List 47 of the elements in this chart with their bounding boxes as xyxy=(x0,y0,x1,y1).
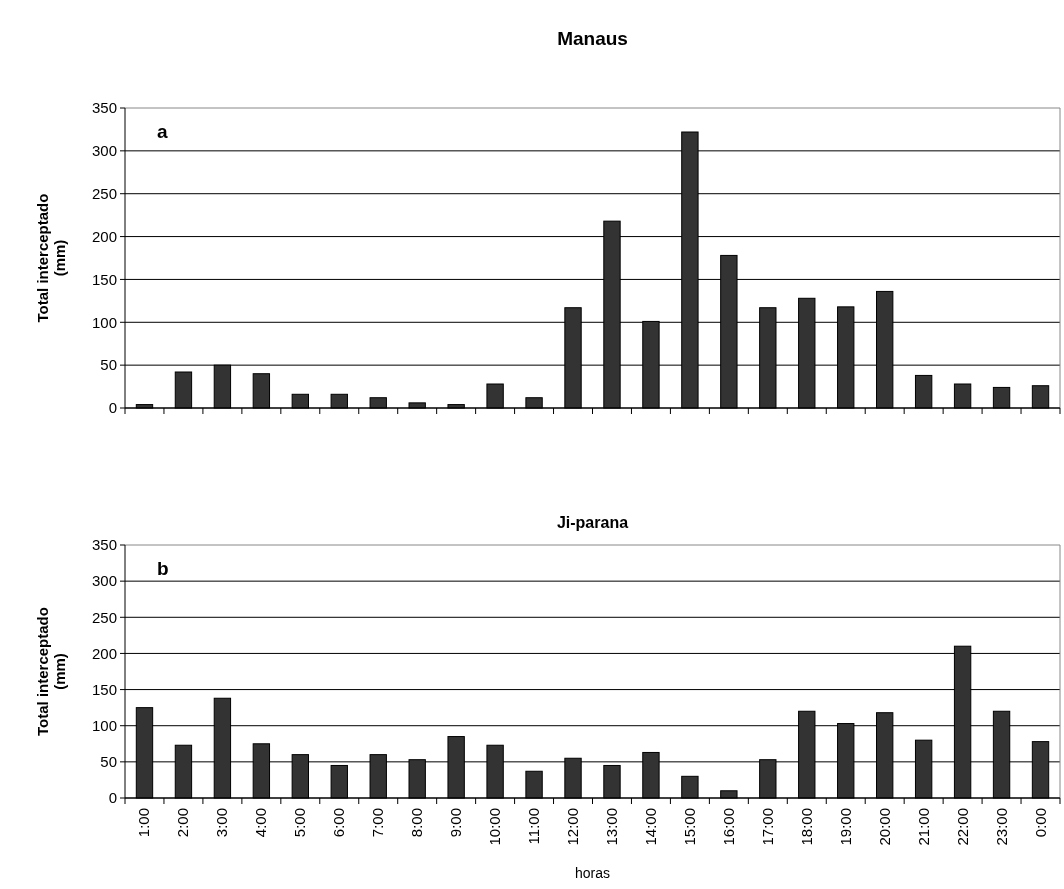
x-tick-label: 18:00 xyxy=(797,808,815,846)
y-axis-title: Total interceptado (mm) xyxy=(34,193,68,323)
annotation: a xyxy=(157,121,168,142)
x-tick-label: 14:00 xyxy=(641,808,659,846)
y-tick-label: 100 xyxy=(91,716,117,734)
x-tick-label: 1:00 xyxy=(135,808,153,838)
y-tick-label: 250 xyxy=(91,608,117,626)
y-tick-label: 50 xyxy=(100,753,117,771)
x-tick-label: 11:00 xyxy=(525,808,543,845)
x-tick-label: 19:00 xyxy=(836,808,854,846)
chart-title: Manaus xyxy=(557,28,628,49)
x-tick-label: 5:00 xyxy=(291,808,309,838)
x-tick-label: 16:00 xyxy=(719,808,737,846)
x-tick-label: 2:00 xyxy=(174,808,192,838)
y-tick-label: 100 xyxy=(91,313,117,331)
x-tick-label: 17:00 xyxy=(758,808,776,846)
x-tick-label: 10:00 xyxy=(486,808,504,846)
y-tick-label: 50 xyxy=(100,356,117,374)
y-tick-label: 0 xyxy=(108,789,117,807)
x-tick-label: 21:00 xyxy=(914,808,932,846)
y-axis-title: Total interceptado (mm) xyxy=(34,607,68,736)
x-tick-label: 13:00 xyxy=(602,808,620,846)
x-tick-label: 0:00 xyxy=(1031,808,1049,838)
y-tick-label: 200 xyxy=(91,644,117,662)
y-tick-label: 350 xyxy=(91,99,117,117)
x-tick-label: 8:00 xyxy=(408,808,426,838)
y-tick-label: 200 xyxy=(91,227,117,245)
x-tick-label: 20:00 xyxy=(875,808,893,846)
x-tick-label: 4:00 xyxy=(252,808,270,838)
x-tick-label: 3:00 xyxy=(213,808,231,838)
y-tick-label: 250 xyxy=(91,184,117,202)
x-tick-label: 22:00 xyxy=(953,808,971,846)
y-tick-label: 0 xyxy=(108,399,117,417)
x-tick-label: 7:00 xyxy=(369,808,387,838)
y-tick-label: 150 xyxy=(91,680,117,698)
x-tick-label: 15:00 xyxy=(680,808,698,846)
x-axis-title: horas xyxy=(574,865,611,881)
y-tick-label: 350 xyxy=(91,536,117,554)
y-tick-label: 300 xyxy=(91,142,117,160)
annotation: b xyxy=(157,558,169,579)
x-tick-label: 9:00 xyxy=(447,808,465,838)
chart-title: Ji-parana xyxy=(556,514,629,531)
y-tick-label: 300 xyxy=(91,572,117,590)
x-tick-label: 6:00 xyxy=(330,808,348,838)
x-tick-label: 12:00 xyxy=(564,808,582,846)
y-tick-label: 150 xyxy=(91,270,117,288)
x-tick-label: 23:00 xyxy=(992,808,1010,846)
